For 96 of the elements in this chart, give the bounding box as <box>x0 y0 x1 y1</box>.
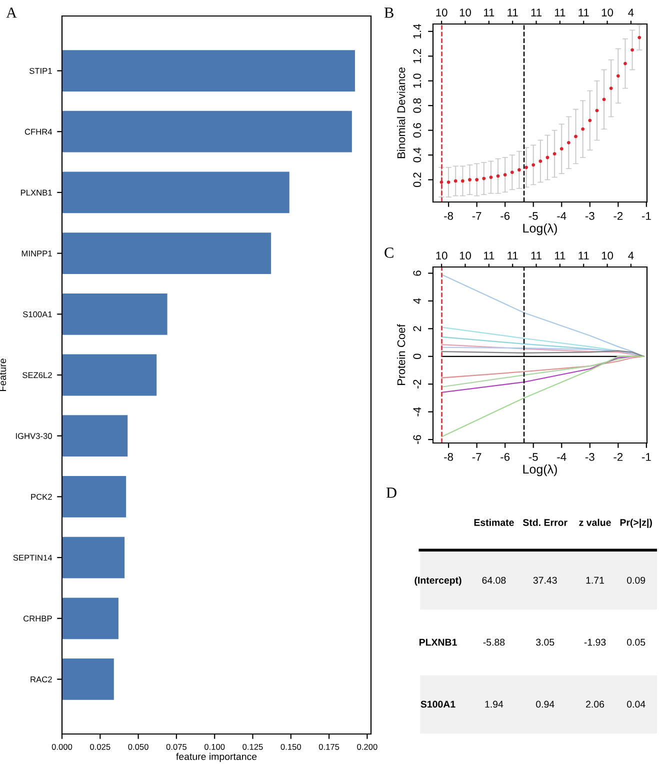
category-label: Std. Error <box>522 518 568 526</box>
y-tick-label: S100A1 <box>23 311 52 318</box>
y-tick-label: IGHV3-30 <box>16 433 52 439</box>
y-tick-label: 1.4 <box>413 24 421 38</box>
text: 11 <box>531 252 542 260</box>
text: 10 <box>460 8 471 16</box>
x-tick-label: -2 <box>614 212 623 220</box>
category-label: Estimate <box>474 518 514 526</box>
x-tick-label: 0.050 <box>128 744 148 750</box>
x-tick-label: 0.000 <box>52 744 72 750</box>
text: 2.06 <box>586 700 604 708</box>
x-tick-label: -4 <box>557 212 566 220</box>
x-tick-label: -4 <box>557 453 566 461</box>
x-tick-label: 0.200 <box>357 744 378 750</box>
x-tick-label: -8 <box>444 453 454 461</box>
text: 10 <box>436 8 448 16</box>
x-tick-label: 0.125 <box>242 744 263 750</box>
y-tick-label: 2 <box>413 326 421 332</box>
y-tick-label: 0.4 <box>413 148 422 162</box>
x-tick-label: -6 <box>500 212 510 220</box>
text: 11 <box>531 8 542 16</box>
y-tick-label: -6 <box>413 435 422 444</box>
y-tick-label: 1.0 <box>413 74 422 88</box>
chart-title: A <box>6 8 17 18</box>
text: 0.94 <box>536 700 554 708</box>
x-tick-label: -3 <box>585 453 594 461</box>
text: 11 <box>578 8 589 16</box>
text: 3.05 <box>536 638 554 646</box>
y-tick-label: PCK2 <box>31 494 52 500</box>
text: 1.94 <box>485 700 504 708</box>
chart-title: B <box>384 8 394 18</box>
text: 64.08 <box>482 576 506 584</box>
text: 11 <box>555 252 566 260</box>
text: 4 <box>628 252 634 260</box>
y-tick-label: 0.8 <box>413 98 422 113</box>
y-tick-label: 0.6 <box>413 123 422 138</box>
x-tick-label: 0.175 <box>318 744 340 750</box>
y-tick-label: PLXNB1 <box>21 190 52 196</box>
y-tick-label: 6 <box>413 270 422 276</box>
x-tick-label: -3 <box>585 212 594 220</box>
y-tick-label: -2 <box>413 380 421 389</box>
x-axis-title: Log(λ) <box>523 464 557 476</box>
y-tick-label: 4 <box>413 298 421 304</box>
text: 4 <box>628 8 634 16</box>
text: 0.04 <box>627 700 646 708</box>
y-tick-label: SEZ6L2 <box>22 372 52 378</box>
category-label: S100A1 <box>420 700 456 708</box>
x-tick-label: -1 <box>642 212 651 220</box>
text: 0.05 <box>627 638 646 646</box>
x-axis-title: Log(λ) <box>523 223 557 236</box>
y-tick-label: MINPP1 <box>22 250 52 256</box>
y-tick-label: CRHBP <box>24 616 52 622</box>
x-tick-label: 0.100 <box>204 744 225 750</box>
text: 1.71 <box>586 576 604 584</box>
text: 11 <box>555 8 566 16</box>
y-tick-label: 0.2 <box>413 172 422 188</box>
text: 10 <box>436 252 448 260</box>
y-axis-title: Binomial Deviance <box>397 67 406 158</box>
category-label: z value <box>579 518 611 526</box>
y-tick-label: CFHR4 <box>24 128 52 135</box>
text: 10 <box>460 252 471 260</box>
text: -1.93 <box>584 638 606 646</box>
category-label: PLXNB1 <box>419 638 457 646</box>
x-tick-label: -7 <box>472 212 482 220</box>
x-tick-label: -1 <box>642 453 651 461</box>
text: 11 <box>578 252 589 260</box>
x-tick-label: -8 <box>444 212 454 220</box>
x-tick-label: -5 <box>528 212 538 220</box>
x-tick-label: 0.150 <box>280 744 301 750</box>
y-tick-label: 1.2 <box>413 48 421 64</box>
text: 10 <box>602 8 614 16</box>
chart-title: C <box>384 248 394 258</box>
text: 11 <box>508 8 518 16</box>
x-tick-label: -5 <box>528 453 538 461</box>
x-tick-label: 0.075 <box>166 744 187 750</box>
text: -5.88 <box>483 638 505 646</box>
y-tick-label: 0 <box>413 354 422 360</box>
category-label: (Intercept) <box>414 576 462 586</box>
x-tick-label: -6 <box>500 453 510 461</box>
text: 37.43 <box>533 576 557 584</box>
text: 11 <box>508 252 518 260</box>
text: 11 <box>484 252 494 260</box>
text: 11 <box>484 8 494 16</box>
y-tick-label: SEPTIN14 <box>13 554 52 561</box>
text: 10 <box>602 252 614 260</box>
y-axis-title: Protein Coef <box>397 324 406 385</box>
x-tick-label: -7 <box>472 453 482 461</box>
text: D <box>386 488 396 498</box>
x-tick-label: -2 <box>614 453 623 461</box>
x-axis-title: feature importance <box>176 752 257 762</box>
category-label: Pr(>|z|) <box>620 518 652 528</box>
y-tick-label: -4 <box>413 407 421 416</box>
y-tick-label: STIP1 <box>30 68 52 74</box>
y-tick-label: RAC2 <box>30 676 52 682</box>
text: 0.09 <box>627 576 646 584</box>
x-tick-label: 0.025 <box>90 744 110 750</box>
